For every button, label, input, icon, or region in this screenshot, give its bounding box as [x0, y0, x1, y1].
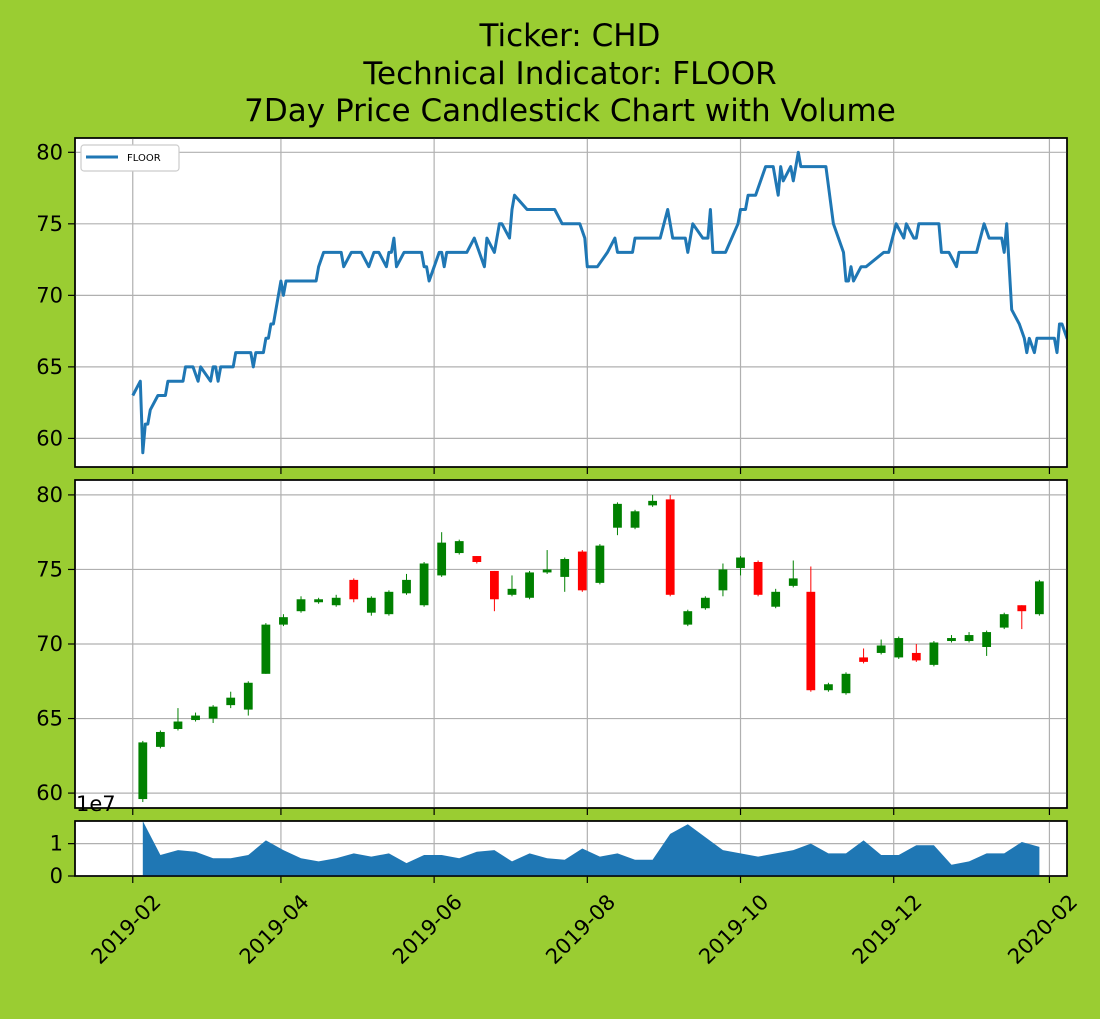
- candle-body: [911, 652, 921, 661]
- line-panel-y-tick-label: 70: [36, 283, 63, 307]
- candle-body: [595, 545, 605, 583]
- candle-panel-border: [74, 479, 1068, 809]
- candle-body: [542, 569, 552, 573]
- candle-body: [366, 597, 376, 613]
- candle-body: [613, 503, 622, 528]
- candle-body: [191, 715, 200, 721]
- legend: FLOOR: [80, 144, 180, 172]
- volume-exponent-label: 1e7: [76, 792, 116, 816]
- candle-body: [1034, 581, 1044, 615]
- legend-box: [80, 144, 180, 172]
- candle-body: [876, 645, 886, 653]
- candle-body: [718, 569, 728, 591]
- line-panel-y-tick-label: 75: [36, 212, 63, 236]
- line-panel-y-tick-label: 80: [36, 140, 63, 164]
- candle-body: [155, 731, 165, 747]
- candle-body: [437, 542, 447, 576]
- candle-body: [577, 551, 587, 591]
- candle-body: [384, 591, 394, 615]
- candle-body: [419, 563, 429, 606]
- candle-body: [999, 614, 1009, 628]
- candle-body: [490, 570, 499, 600]
- candle-body: [753, 562, 763, 595]
- line-panel-border: [74, 137, 1068, 468]
- candle-body: [331, 597, 341, 606]
- candle-body: [630, 511, 640, 528]
- candle-body: [947, 638, 956, 642]
- candle-body: [700, 597, 710, 609]
- candle-body: [982, 632, 992, 647]
- candle-body: [138, 742, 148, 800]
- title-line-2: Technical Indicator: FLOOR: [362, 56, 776, 92]
- candle-body: [472, 556, 482, 562]
- candle-body: [279, 617, 288, 625]
- candle-panel-y-tick-label: 65: [36, 707, 63, 731]
- candle-body: [929, 642, 939, 665]
- candle-body: [683, 611, 693, 625]
- volume-panel-border: [74, 820, 1068, 877]
- volume-panel-y-tick-label: 0: [50, 864, 63, 888]
- candle-body: [648, 500, 658, 506]
- line-panel-y-tick-label: 60: [36, 426, 63, 450]
- candle-body: [1017, 605, 1027, 612]
- candle-panel-y-tick-label: 60: [36, 781, 63, 805]
- candle-panel-y-tick-label: 70: [36, 632, 63, 656]
- candle-body: [824, 684, 833, 691]
- candle-body: [243, 682, 253, 710]
- candle-body: [560, 559, 570, 577]
- candle-body: [665, 499, 675, 595]
- candle-body: [894, 638, 904, 658]
- candle-body: [525, 572, 534, 598]
- line-panel-y-tick-label: 65: [36, 355, 63, 379]
- candle-panel-y-tick-label: 80: [36, 483, 63, 507]
- candle-body: [208, 706, 218, 719]
- candle-body: [859, 657, 868, 662]
- candle-body: [261, 624, 271, 674]
- candle-body: [226, 697, 236, 706]
- candle-body: [841, 673, 851, 694]
- candle-panel-y-tick-label: 75: [36, 557, 63, 581]
- floor-line-panel: 60 65 70 75 80 FLOOR: [36, 137, 1068, 474]
- line-panel-plot-area: [74, 137, 1068, 468]
- volume-panel-y-tick-label: 1: [50, 832, 63, 856]
- candle-body: [788, 578, 798, 586]
- candle-body: [507, 588, 517, 595]
- volume-area: [142, 821, 1040, 876]
- candle-body: [454, 541, 464, 554]
- floor-series-line: [131, 150, 1067, 455]
- candle-body: [964, 635, 974, 642]
- candle-body: [402, 579, 411, 594]
- title-line-3: 7Day Price Candlestick Chart with Volume: [244, 93, 896, 129]
- candle-body: [349, 579, 359, 600]
- candle-body: [806, 591, 816, 691]
- title-line-1: Ticker: CHD: [479, 18, 661, 54]
- candlestick-panel: 60 65 70 75 80: [36, 479, 1068, 815]
- candle-body: [771, 591, 781, 607]
- candle-body: [173, 721, 183, 729]
- candle-body: [314, 599, 323, 603]
- legend-label-floor: FLOOR: [127, 153, 161, 164]
- candle-body: [296, 599, 306, 612]
- candle-body: [736, 557, 745, 568]
